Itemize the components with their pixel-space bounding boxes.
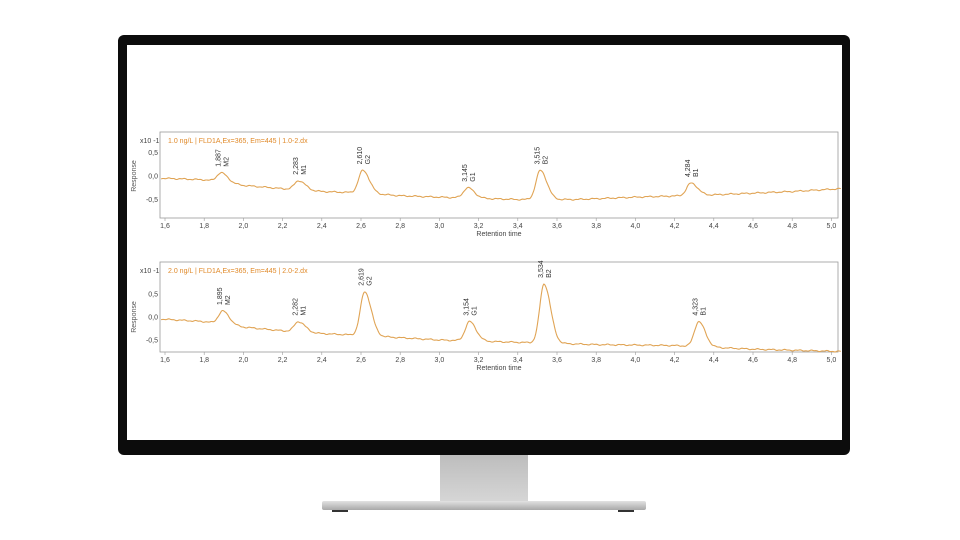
monitor-foot [332,510,348,512]
chart-1: 1.0 ng/L | FLD1A,Ex=365, Em=445 | 1.0-2.… [131,131,841,238]
x-tick-label: 4,8 [787,357,797,364]
x-tick-label: 3,2 [474,223,484,230]
y-multiplier: x10 -1 [140,138,160,145]
peak-name-label: G2 [365,155,372,164]
x-tick-label: 4,6 [748,223,758,230]
y-axis-label: Response [131,160,138,192]
x-tick-label: 4,8 [787,223,797,230]
peak-retention-label: 4,284 [685,159,692,177]
y-tick-label: -0,5 [146,197,158,204]
x-tick-label: 2,6 [356,223,366,230]
x-tick-label: 2,8 [395,223,405,230]
x-tick-label: 3,8 [591,223,601,230]
chromatogram-trace [161,283,841,353]
x-tick-label: 4,2 [670,223,680,230]
x-tick-label: 3,8 [591,357,601,364]
monitor-screen [127,45,842,440]
x-tick-label: 1,8 [199,223,209,230]
x-tick-label: 4,4 [709,223,719,230]
peak-retention-label: 1,887 [215,149,222,167]
x-tick-label: 2,0 [239,223,249,230]
x-tick-label: 3,2 [474,357,484,364]
x-tick-label: 5,0 [827,357,837,364]
peak-name-label: G1 [472,306,479,315]
x-tick-label: 4,4 [709,357,719,364]
peak-retention-label: 3,534 [538,260,545,278]
monitor-stand-base [322,501,646,510]
peak-name-label: B1 [693,168,700,177]
peak-retention-label: 2,282 [293,298,300,316]
peak-name-label: G2 [367,276,374,285]
y-tick-label: 0,0 [148,174,158,181]
y-tick-label: 0,0 [148,315,158,322]
peak-retention-label: 1,895 [217,287,224,305]
x-tick-label: 1,6 [160,223,170,230]
x-tick-label: 2,4 [317,357,327,364]
plot-frame [159,261,839,353]
x-tick-label: 5,0 [827,223,837,230]
y-multiplier: x10 -1 [140,268,160,275]
x-tick-label: 2,6 [356,357,366,364]
peak-retention-label: 4,323 [693,298,700,316]
x-tick-label: 4,0 [631,223,641,230]
x-axis-label: Retention time [476,365,521,372]
x-tick-label: 3,6 [552,223,562,230]
x-tick-label: 2,2 [278,357,288,364]
monitor-stand-neck [440,455,528,502]
x-tick-label: 3,0 [435,357,445,364]
x-tick-label: 3,4 [513,223,523,230]
peak-retention-label: 2,610 [357,147,364,165]
x-tick-label: 1,8 [199,357,209,364]
x-tick-label: 3,4 [513,357,523,364]
peak-retention-label: 3,145 [462,164,469,182]
peak-name-label: B1 [701,307,708,316]
x-tick-label: 3,0 [435,223,445,230]
peak-name-label: B2 [546,269,553,278]
peak-name-label: G1 [470,172,477,181]
x-tick-label: 3,6 [552,357,562,364]
x-tick-label: 2,2 [278,223,288,230]
y-tick-label: 0,5 [148,292,158,299]
peak-retention-label: 2,619 [359,268,366,286]
peak-retention-label: 2,283 [293,157,300,175]
x-tick-label: 2,4 [317,223,327,230]
x-tick-label: 1,6 [160,357,170,364]
y-tick-label: -0,5 [146,338,158,345]
y-tick-label: 0,5 [148,150,158,157]
chart-2: 2.0 ng/L | FLD1A,Ex=365, Em=445 | 2.0-2.… [131,260,841,372]
peak-name-label: M2 [225,295,232,305]
x-tick-label: 4,6 [748,357,758,364]
monitor-foot [618,510,634,512]
peak-name-label: M1 [301,306,308,316]
chromatogram-trace [161,169,841,201]
x-tick-label: 4,2 [670,357,680,364]
x-tick-label: 2,8 [395,357,405,364]
chart-title: 1.0 ng/L | FLD1A,Ex=365, Em=445 | 1.0-2.… [168,138,308,145]
chart-title: 2.0 ng/L | FLD1A,Ex=365, Em=445 | 2.0-2.… [168,268,308,275]
y-axis-label: Response [131,301,138,333]
plot-frame [159,131,839,219]
x-tick-label: 4,0 [631,357,641,364]
peak-name-label: M2 [223,157,230,167]
peak-retention-label: 3,515 [534,147,541,165]
x-axis-label: Retention time [476,231,521,238]
peak-name-label: B2 [542,156,549,165]
peak-name-label: M1 [301,165,308,175]
x-tick-label: 2,0 [239,357,249,364]
peak-retention-label: 3,154 [464,298,471,316]
